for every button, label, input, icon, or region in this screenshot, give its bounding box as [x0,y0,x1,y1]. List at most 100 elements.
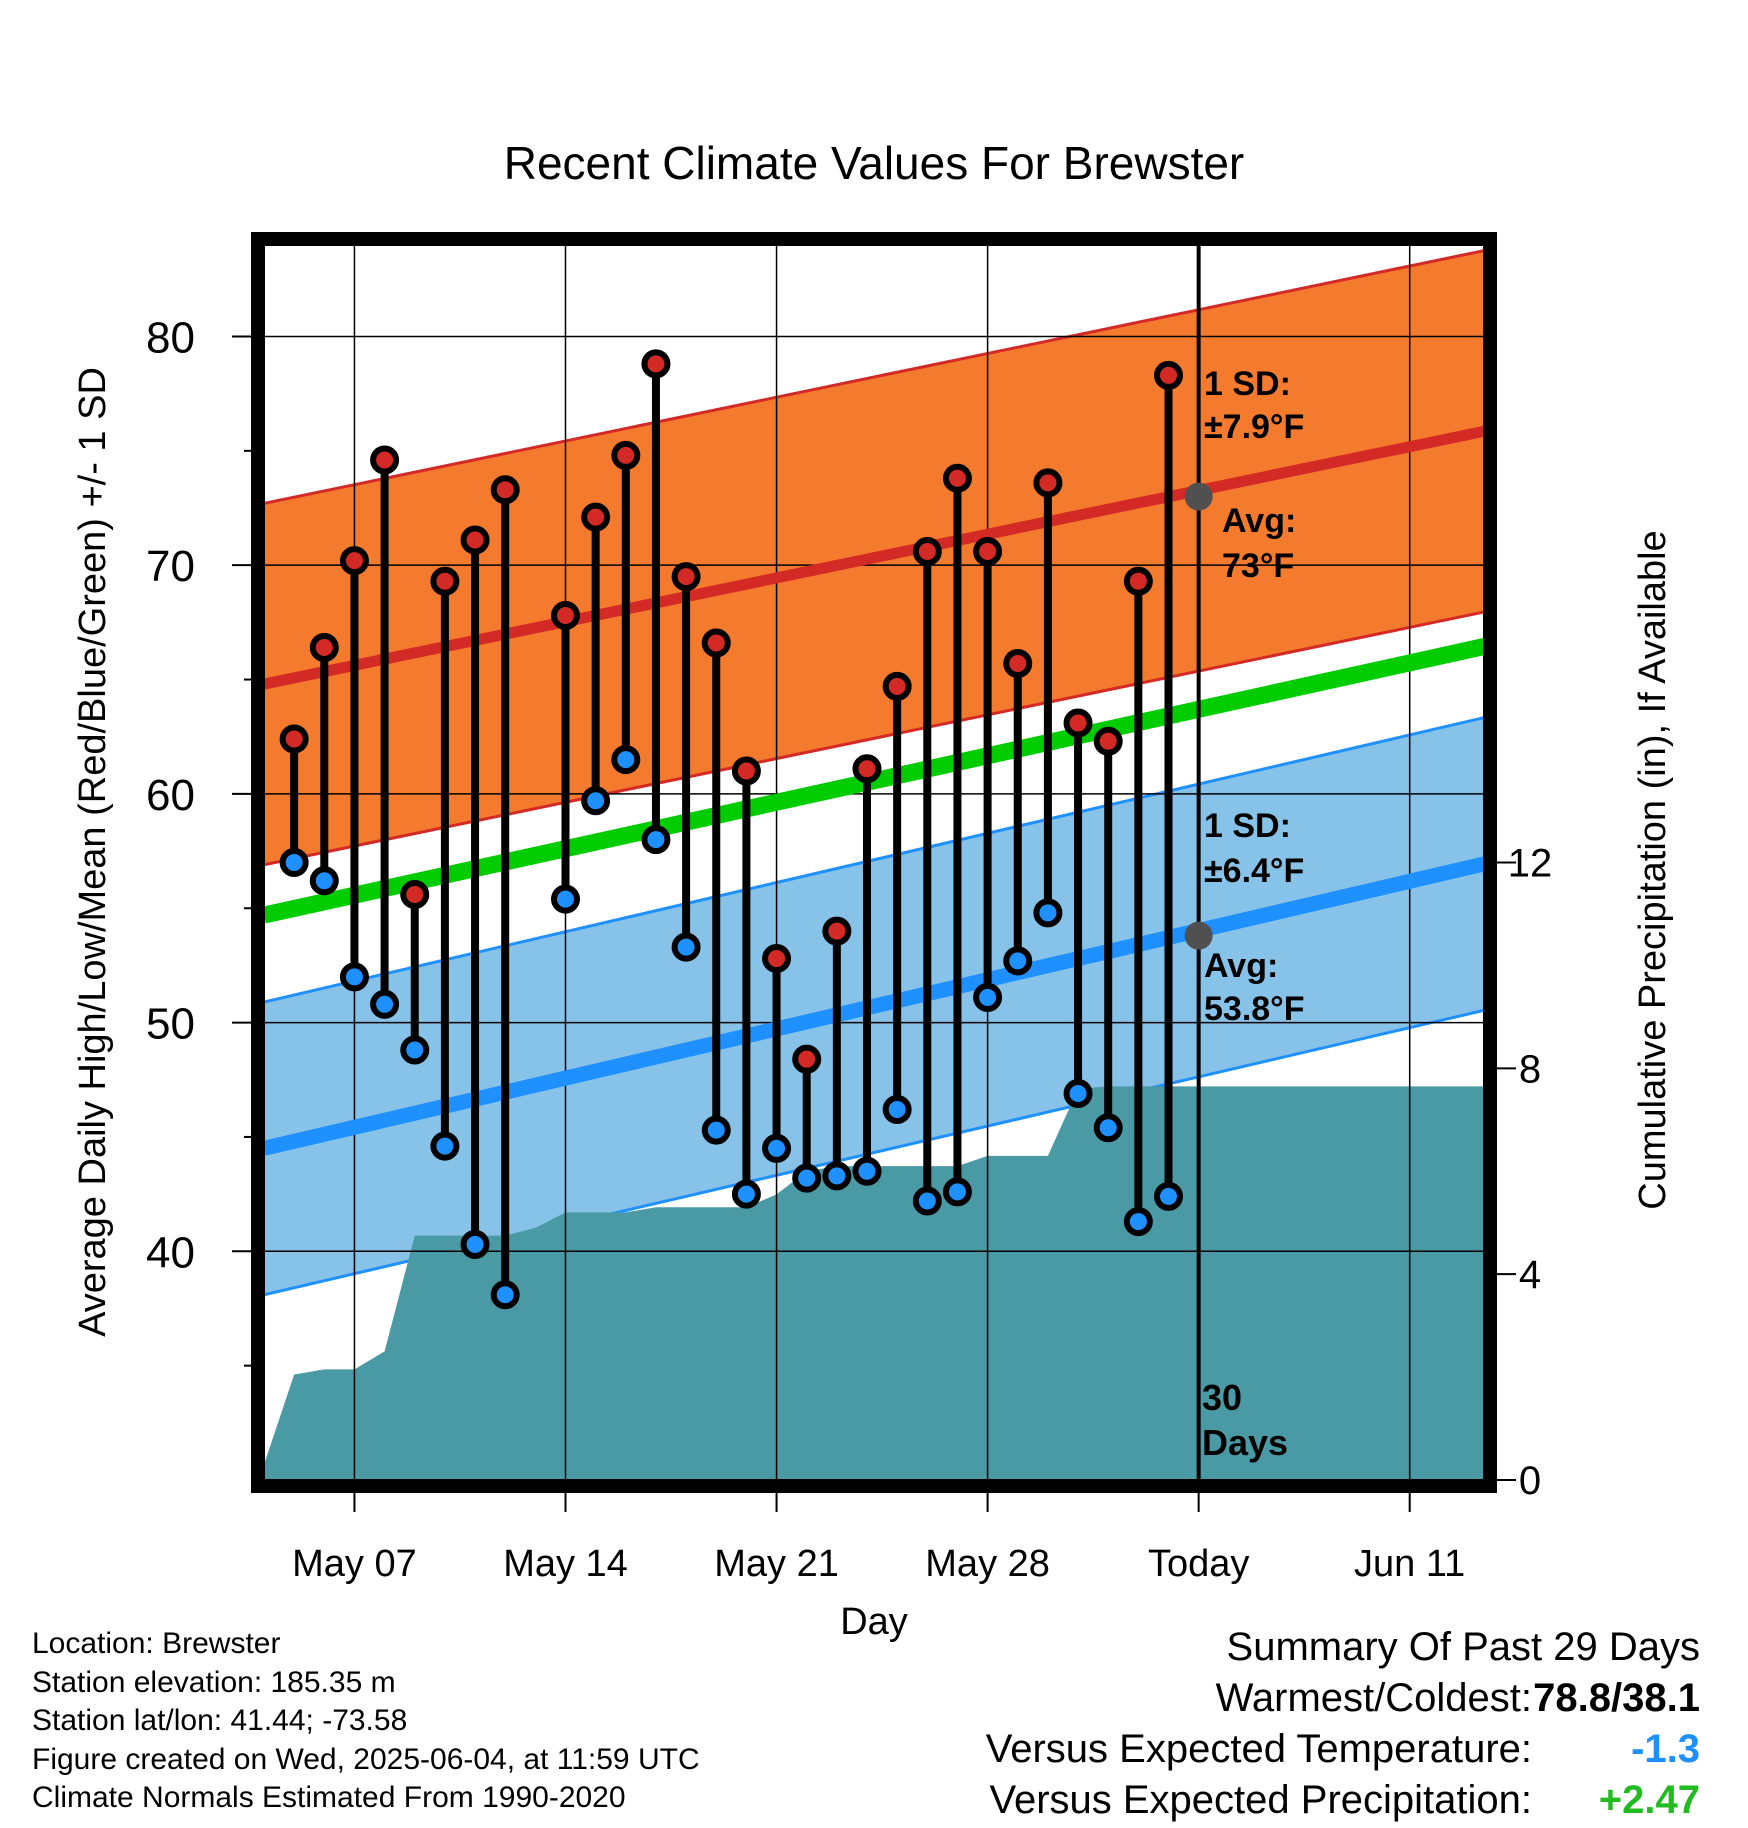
daily-low-point [822,1161,852,1191]
summary-temp-row: Versus Expected Temperature: -1.3 [986,1724,1700,1775]
daily-high-point [1003,649,1033,679]
daily-low-point [882,1095,912,1124]
daily-low-point [611,745,641,775]
precip-area [264,1086,1484,1480]
daily-low-point [430,1131,460,1161]
daily-low-point [912,1186,942,1216]
daily-high-point [460,525,490,555]
today-low-avg-marker [1184,921,1213,950]
temp-anomaly-label: Versus Expected Temperature: [985,1727,1532,1771]
daily-high-point [1123,566,1153,596]
daily-high-point [792,1044,822,1074]
daily-high-point [581,502,611,532]
chart-title: Recent Climate Values For Brewster [504,137,1245,189]
daily-low-point [852,1156,882,1186]
warmest-value: 78.8/38.1 [1533,1676,1700,1720]
x-tick-label: May 07 [292,1543,417,1585]
daily-high-point [1063,708,1093,738]
period-label-unit: Days [1202,1422,1288,1463]
daily-high-point [279,724,309,754]
y-tick-label: 70 [146,542,195,591]
daily-high-point [973,536,1003,566]
daily-low-point [973,982,1003,1012]
station-info: Location: Brewster Station elevation: 18… [32,1625,700,1818]
daily-low-point [762,1133,792,1163]
x-tick-label: Jun 11 [1354,1543,1465,1585]
y2-tick-label: 12 [1508,842,1553,886]
avg-mean-line [264,637,1484,924]
y-tick-label: 40 [146,1228,195,1277]
high-sd-value: ±7.9°F [1204,408,1304,446]
daily-high-point [339,546,369,576]
x-tick-label: Today [1148,1543,1249,1585]
daily-low-point [1003,946,1033,976]
daily-low-point [490,1280,520,1310]
daily-low-point [309,866,339,896]
low-sd-band-upper-edge [264,716,1484,1004]
daily-high-point [822,916,852,946]
y2-tick-label: 8 [1519,1047,1541,1091]
low-avg-value: 53.8°F [1204,990,1305,1028]
today-high-avg-marker [1184,482,1213,511]
daily-low-point [942,1177,972,1207]
summary-precip-row: Versus Expected Precipitation: +2.47 [986,1775,1700,1826]
x-tick-label: May 21 [714,1543,839,1585]
daily-low-point [792,1163,822,1193]
plot-area: 1 SD: ±7.9°F Avg: 73°F 1 SD: ±6.4°F Avg: 53.8°F… [146,232,1553,1585]
y-tick-label: 60 [146,771,195,820]
y2-tick-label: 4 [1519,1253,1541,1297]
summary-title: Summary Of Past 29 Days [1226,1625,1700,1669]
daily-high-point [731,756,761,786]
daily-low-point [460,1229,490,1259]
daily-high-point [762,944,792,974]
daily-high-point [1033,468,1063,498]
daily-high-point [852,754,882,784]
summary-panel: Summary Of Past 29 Days Warmest/Coldest:… [986,1622,1700,1826]
high-sd-label: 1 SD: [1204,365,1291,403]
daily-low-point [1154,1181,1183,1211]
daily-high-point [1093,726,1123,756]
daily-low-point [339,962,369,992]
avg-low-line [264,856,1484,1156]
normals-text: Climate Normals Estimated From 1990-2020 [32,1781,626,1814]
plot-inner [264,245,1484,1480]
high-sd-band-upper-edge [264,249,1484,505]
latlon-text: Station lat/lon: 41.44; -73.58 [32,1704,408,1737]
daily-low-point [1123,1207,1153,1237]
daily-high-point [551,601,580,630]
daily-low-point [1033,898,1063,928]
daily-low-point [1093,1113,1123,1143]
period-label-number: 30 [1202,1377,1242,1418]
daily-high-point [400,880,430,910]
y-tick-label: 50 [146,1000,195,1049]
warmest-label: Warmest/Coldest: [1215,1676,1532,1720]
high-avg-value: 73°F [1222,547,1294,585]
y-tick-label: 80 [146,313,195,362]
daily-low-point [581,786,611,816]
daily-low-point [279,848,309,877]
daily-high-point [912,536,942,566]
daily-low-point [551,884,580,914]
daily-low-point [671,932,701,962]
daily-high-point [942,463,972,493]
temp-anomaly-value: -1.3 [1631,1727,1700,1771]
low-sd-label: 1 SD: [1204,807,1291,845]
daily-low-point [1063,1078,1093,1108]
y2-tick-label: 0 [1519,1459,1541,1503]
daily-high-point [641,349,671,379]
daily-high-point [430,566,460,596]
daily-high-point [701,628,731,658]
daily-low-point [400,1035,430,1065]
precip-anomaly-label: Versus Expected Precipitation: [989,1778,1532,1822]
low-sd-value: ±6.4°F [1204,852,1304,890]
daily-high-point [309,633,339,663]
y2-axis-label: Cumulative Precipitation (in), If Availa… [1632,530,1674,1209]
daily-low-point [370,989,400,1019]
x-tick-label: May 28 [925,1543,1050,1585]
x-axis-label: Day [840,1601,908,1643]
daily-high-point [671,562,701,592]
elevation-text: Station elevation: 185.35 m [32,1665,396,1699]
avg-high-line [264,425,1484,690]
location-text: Location: Brewster [32,1627,281,1660]
